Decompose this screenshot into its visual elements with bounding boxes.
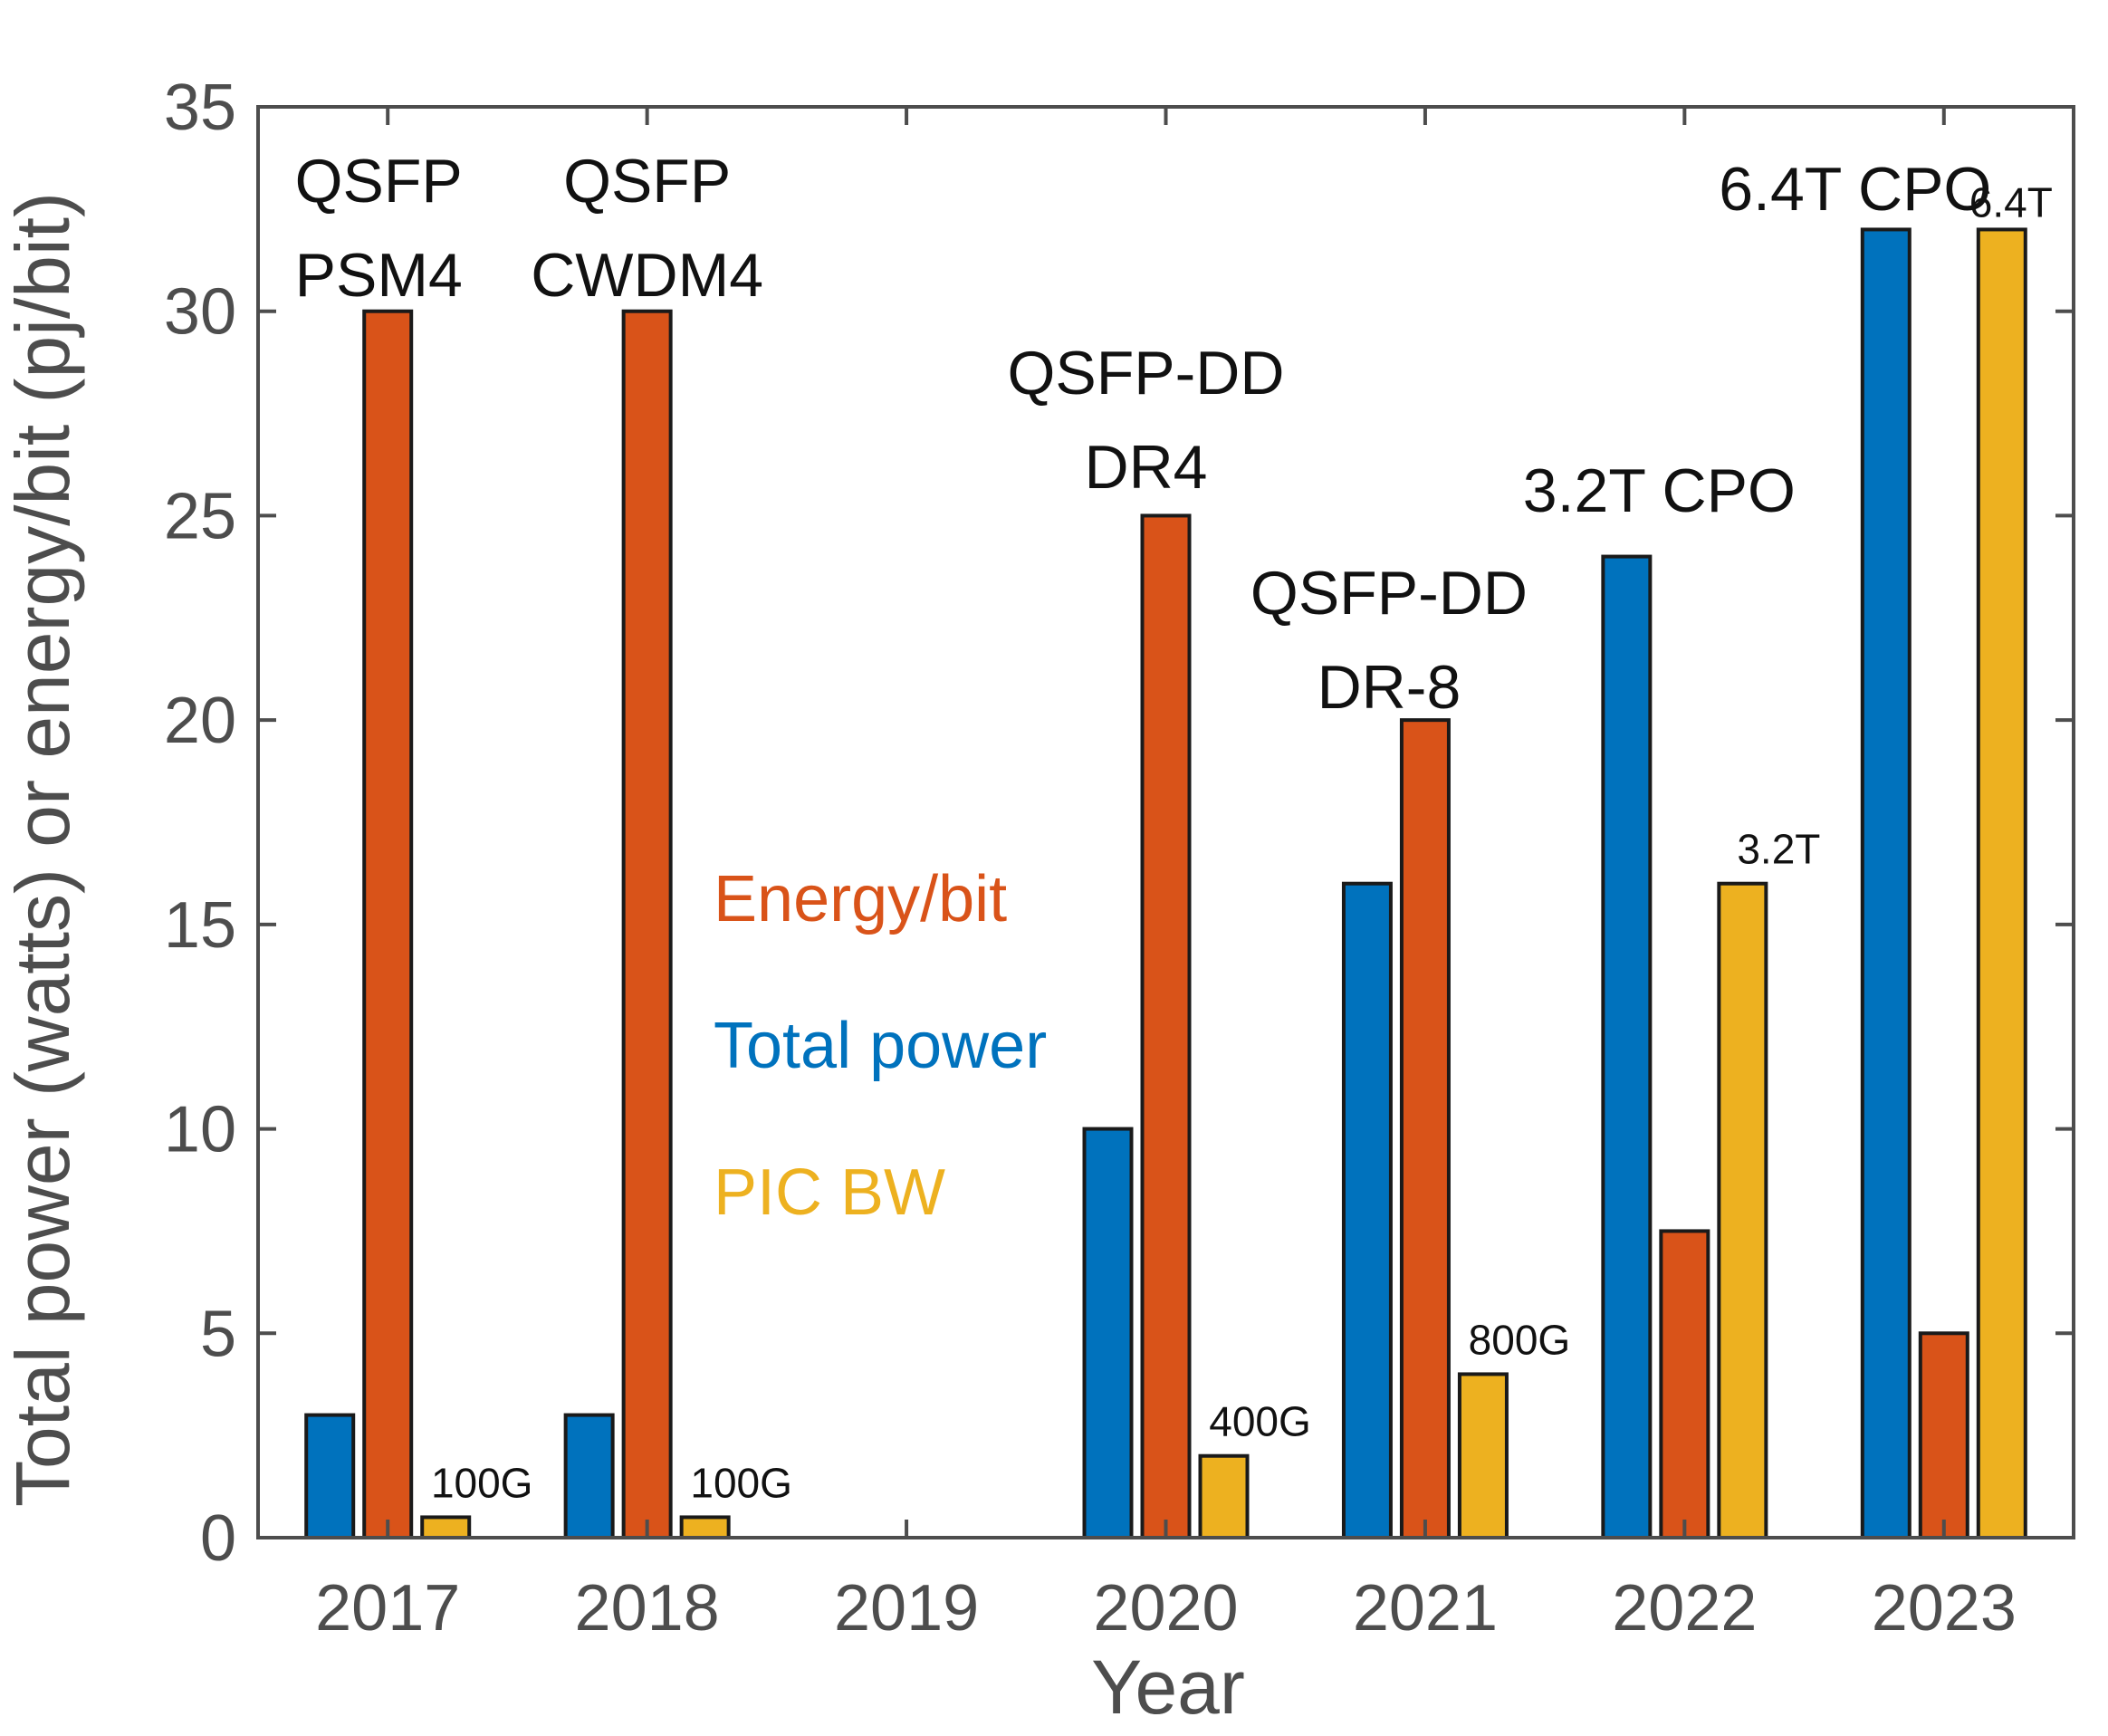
x-tick-label-2021: 2021 <box>1353 1572 1498 1645</box>
bar-total-power-2021 <box>1341 881 1393 1539</box>
bars-layer <box>304 227 2027 1540</box>
bar-label-2022: 3.2T <box>1737 826 1820 873</box>
annotation-2017-line-1: QSFP <box>295 147 463 216</box>
y-tick-label: 25 <box>164 480 236 552</box>
bar-energy-bit-2017 <box>362 309 414 1540</box>
annotation-2021-line-2: DR-8 <box>1318 653 1461 722</box>
x-tick-label-2019: 2019 <box>834 1572 979 1645</box>
bar-pic-bw-2023 <box>1976 227 2027 1539</box>
y-tick-label: 35 <box>164 72 236 144</box>
x-tick-label-2022: 2022 <box>1612 1572 1757 1645</box>
legend-energy-bit: Energy/bit <box>714 863 1007 935</box>
bar-energy-bit-2023 <box>1918 1331 1969 1540</box>
x-tick-label-2020: 2020 <box>1093 1572 1238 1645</box>
annotation-2023-line-1: 6.4T CPO <box>1719 155 1991 224</box>
y-tick-label: 20 <box>164 685 236 757</box>
y-tick-label: 10 <box>164 1094 236 1166</box>
axes-layer: 0 5 10 15 20 25 30 35 2017 2018 2019 2020 2021 2022 20… <box>164 72 2075 1645</box>
bar-label-2021: 800G <box>1469 1316 1571 1363</box>
bar-total-power-2022 <box>1601 554 1653 1539</box>
annotation-2017-line-2: PSM4 <box>295 241 463 310</box>
bar-total-power-2020 <box>1082 1127 1134 1539</box>
y-tick-label: 5 <box>200 1298 236 1370</box>
bar-pic-bw-2018 <box>679 1515 731 1540</box>
bar-pic-bw-2017 <box>420 1515 472 1540</box>
legend-pic-bw: PIC BW <box>714 1156 945 1229</box>
bar-pic-bw-2021 <box>1457 1372 1509 1540</box>
y-axis-title: Total power (watts) or energy/bit (pj/bi… <box>0 192 85 1507</box>
bar-label-2017: 100G <box>431 1459 533 1506</box>
bar-energy-bit-2020 <box>1140 513 1192 1539</box>
x-axis-title: Year <box>1091 1645 1245 1730</box>
y-tick-label: 0 <box>200 1502 236 1575</box>
bar-pic-bw-2020 <box>1198 1453 1250 1539</box>
bar-energy-bit-2021 <box>1399 718 1451 1539</box>
bar-energy-bit-2018 <box>621 309 673 1540</box>
x-tick-label-2023: 2023 <box>1872 1572 2017 1645</box>
annotation-2020-line-2: DR4 <box>1084 433 1207 502</box>
bar-total-power-2023 <box>1860 227 1912 1539</box>
legend-total-power: Total power <box>714 1010 1047 1082</box>
labels-layer: QSFP PSM4 QSFP CWDM4 QSFP-DD DR4 QSFP-DD DR-8 3.… <box>295 147 2053 1506</box>
bar-total-power-2017 <box>304 1413 356 1539</box>
bar-label-2023: 6.4T <box>1969 178 2053 225</box>
annotation-2020-line-1: QSFP-DD <box>1008 339 1285 408</box>
annotation-2022-line-1: 3.2T CPO <box>1523 456 1796 525</box>
bar-label-2020: 400G <box>1209 1398 1311 1445</box>
y-tick-label: 15 <box>164 889 236 962</box>
annotation-2018-line-1: QSFP <box>563 147 731 216</box>
y-tick-label: 30 <box>164 276 236 349</box>
x-tick-label-2018: 2018 <box>575 1572 720 1645</box>
x-tick-label-2017: 2017 <box>315 1572 460 1645</box>
annotation-2018-line-2: CWDM4 <box>531 241 763 310</box>
bar-pic-bw-2022 <box>1717 881 1768 1539</box>
bar-energy-bit-2022 <box>1659 1229 1710 1540</box>
bar-total-power-2018 <box>563 1413 615 1539</box>
annotation-2021-line-1: QSFP-DD <box>1250 559 1528 628</box>
bar-label-2018: 100G <box>690 1459 792 1506</box>
